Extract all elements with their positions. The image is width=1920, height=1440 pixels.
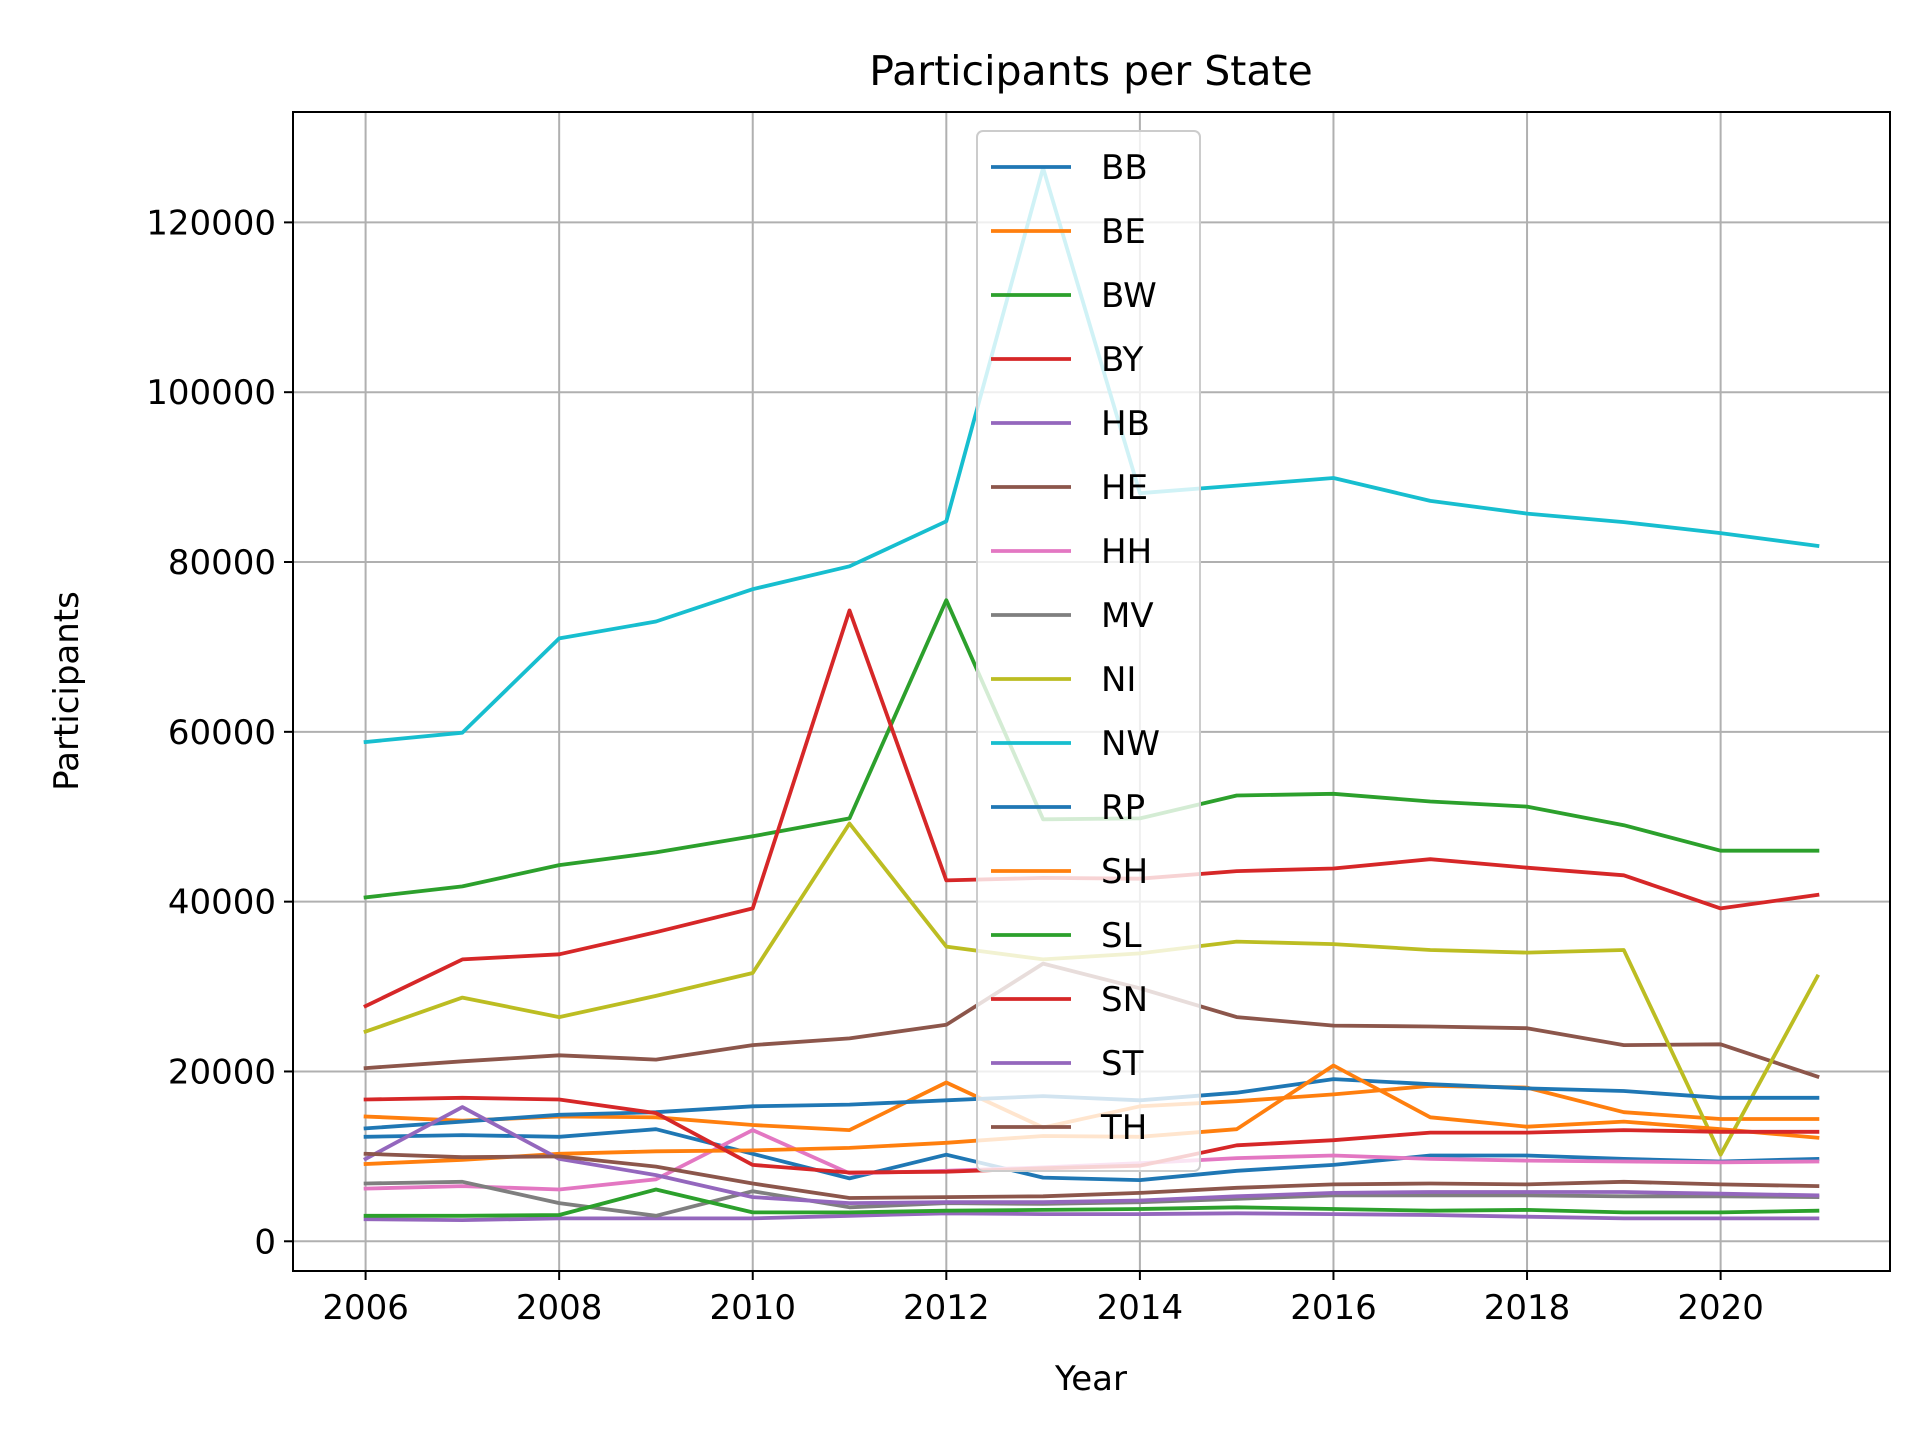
legend-label: NI [1101, 660, 1136, 700]
x-tick-label: 2016 [1290, 1288, 1377, 1328]
series-line-hb [363, 1211, 1820, 1222]
legend-label: SH [1101, 852, 1148, 892]
legend-box [976, 130, 1201, 1172]
series-line-th [363, 1151, 1820, 1200]
legend: BB BE BW BY HB HE HH MV NI NW RP SH SL SN ST TH [976, 130, 1201, 1172]
y-tick-label: 100000 [146, 373, 276, 413]
axis-ticks: 2006 2008 2010 2012 2014 2016 2018 2020 0 20000 40… [146, 203, 1764, 1328]
legend-label: BW [1101, 276, 1157, 316]
legend-label: BB [1101, 148, 1148, 188]
x-axis-label: Year [1054, 1359, 1127, 1399]
legend-label: NW [1101, 724, 1160, 764]
y-tick-label: 60000 [168, 713, 276, 753]
x-tick-label: 2010 [709, 1288, 796, 1328]
series-line-st [363, 1105, 1820, 1205]
legend-label: HH [1101, 532, 1152, 572]
x-tick-label: 2020 [1677, 1288, 1764, 1328]
y-axis-label: Participants [47, 591, 87, 791]
legend-label: BE [1101, 212, 1146, 252]
chart-title: Participants per State [869, 47, 1313, 95]
legend-label: ST [1101, 1044, 1144, 1084]
x-tick-label: 2018 [1484, 1288, 1571, 1328]
series-line-sl [363, 1187, 1820, 1218]
legend-label: TH [1100, 1108, 1147, 1148]
legend-label: RP [1101, 788, 1145, 828]
series-line-bb [363, 1127, 1820, 1182]
legend-label: HE [1101, 468, 1148, 508]
x-tick-label: 2014 [1097, 1288, 1184, 1328]
y-tick-label: 80000 [168, 543, 276, 583]
legend-label: SL [1101, 916, 1142, 956]
x-tick-label: 2006 [322, 1288, 409, 1328]
legend-label: MV [1101, 596, 1154, 636]
y-tick-label: 20000 [168, 1052, 276, 1092]
legend-label: SN [1101, 980, 1148, 1020]
y-tick-label: 120000 [146, 203, 276, 243]
y-tick-label: 40000 [168, 883, 276, 923]
plot-frame [292, 111, 1891, 1272]
x-tick-label: 2008 [516, 1288, 603, 1328]
legend-label: BY [1101, 340, 1143, 380]
x-tick-label: 2012 [903, 1288, 990, 1328]
legend-label: HB [1101, 404, 1150, 444]
y-tick-label: 0 [254, 1222, 276, 1262]
